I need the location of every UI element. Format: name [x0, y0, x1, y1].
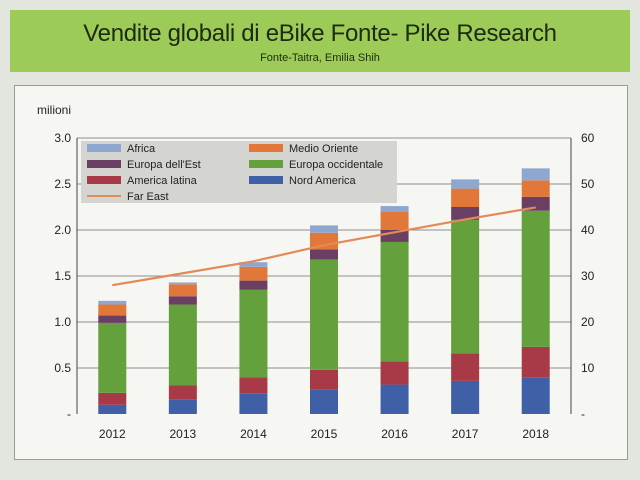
y2-tick-label: - — [581, 407, 585, 421]
stacked-bar-chart: - 0.5 1.0 1.5 2.0 2.5 3.0 - 10 20 30 40 50 60 milioni 2… — [37, 103, 595, 441]
bar-america-latina-2016 — [380, 361, 409, 385]
bar-europa-dell-est-2014 — [239, 280, 268, 290]
bar-europa-occidentale-2015 — [310, 259, 338, 370]
bar-africa-2014 — [239, 262, 268, 267]
y-tick-label: 3.0 — [54, 131, 71, 145]
bar-america-latina-2015 — [310, 369, 338, 390]
bar-america-latina-2017 — [451, 353, 480, 381]
y-tick-label: 2.5 — [54, 177, 71, 191]
far-east-line — [112, 206, 536, 287]
bar-africa-2015 — [310, 225, 338, 233]
bar-africa-2017 — [451, 179, 480, 189]
bar-medio-oriente-2018 — [521, 180, 550, 197]
bar-medio-oriente-2017 — [451, 188, 480, 207]
legend-swatch-medio-oriente — [249, 144, 283, 152]
bar-europa-occidentale-2016 — [380, 241, 409, 362]
y-tick-label: 1.5 — [54, 269, 71, 283]
legend-label-medio-oriente: Medio Oriente — [289, 143, 358, 155]
x-tick-label: 2012 — [99, 427, 126, 441]
bar-nord-america-2014 — [239, 393, 268, 414]
bar-africa-2012 — [98, 300, 127, 305]
bar-europa-dell-est-2018 — [521, 196, 550, 211]
bar-america-latina-2018 — [521, 346, 550, 378]
legend-label-america-latina: America latina — [127, 175, 198, 187]
bar-america-latina-2012 — [98, 392, 127, 405]
bar-america-latina-2013 — [168, 385, 197, 400]
bar-europa-dell-est-2017 — [451, 207, 480, 220]
y-tick-label: 1.0 — [54, 315, 71, 329]
x-tick-label: 2018 — [522, 427, 549, 441]
bar-africa-2016 — [380, 206, 409, 212]
legend: Africa Medio Oriente Europa dell'Est Europa… — [81, 141, 397, 203]
axes: - 0.5 1.0 1.5 2.0 2.5 3.0 - 10 20 30 40 50 60 milioni 2… — [37, 103, 595, 441]
bar-europa-occidentale-2012 — [98, 322, 127, 393]
bars — [98, 168, 550, 414]
bar-nord-america-2012 — [98, 404, 127, 414]
y2-tick-label: 60 — [581, 131, 595, 145]
bar-europa-occidentale-2014 — [239, 289, 268, 378]
bar-europa-dell-est-2013 — [168, 296, 197, 305]
legend-swatch-nord-america — [249, 176, 283, 184]
y-tick-label: 0.5 — [54, 361, 71, 375]
legend-label-africa: Africa — [127, 143, 156, 155]
bar-medio-oriente-2014 — [239, 266, 268, 281]
y2-tick-label: 40 — [581, 223, 595, 237]
y-tick-label: 2.0 — [54, 223, 71, 237]
bar-nord-america-2013 — [168, 399, 197, 414]
bar-medio-oriente-2013 — [168, 284, 197, 297]
bar-africa-2018 — [521, 168, 550, 181]
bar-medio-oriente-2015 — [310, 232, 338, 250]
y-tick-label: - — [67, 407, 71, 421]
legend-label-europa-dell-est: Europa dell'Est — [127, 159, 201, 171]
legend-label-europa-occidentale: Europa occidentale — [289, 159, 383, 171]
chart-panel: - 0.5 1.0 1.5 2.0 2.5 3.0 - 10 20 30 40 50 60 milioni 2… — [14, 85, 628, 460]
title-banner: Vendite globali di eBike Fonte- Pike Res… — [10, 10, 630, 72]
y2-tick-label: 10 — [581, 361, 595, 375]
bar-europa-occidentale-2018 — [521, 210, 550, 347]
line-far-east — [112, 206, 536, 287]
x-tick-label: 2014 — [240, 427, 267, 441]
x-tick-label: 2013 — [170, 427, 197, 441]
y2-tick-label: 30 — [581, 269, 595, 283]
bar-medio-oriente-2016 — [380, 211, 409, 230]
y-axis-label: milioni — [37, 103, 71, 117]
bar-america-latina-2014 — [239, 377, 268, 394]
bar-europa-occidentale-2013 — [168, 304, 197, 386]
bar-nord-america-2017 — [451, 380, 480, 414]
bar-europa-occidentale-2017 — [451, 219, 480, 354]
x-tick-label: 2016 — [381, 427, 408, 441]
legend-swatch-europa-occidentale — [249, 160, 283, 168]
bar-europa-dell-est-2015 — [310, 249, 338, 260]
legend-label-far-east: Far East — [127, 191, 169, 203]
x-tick-label: 2015 — [311, 427, 338, 441]
legend-swatch-africa — [87, 144, 121, 152]
legend-swatch-america-latina — [87, 176, 121, 184]
legend-swatch-europa-dell-est — [87, 160, 121, 168]
y2-tick-label: 50 — [581, 177, 595, 191]
chart-title: Vendite globali di eBike Fonte- Pike Res… — [83, 20, 557, 47]
x-tick-label: 2017 — [452, 427, 479, 441]
bar-medio-oriente-2012 — [98, 304, 127, 316]
y2-tick-label: 20 — [581, 315, 595, 329]
legend-background — [81, 141, 397, 203]
bar-nord-america-2018 — [521, 377, 550, 414]
bar-europa-dell-est-2016 — [380, 230, 409, 242]
bar-europa-dell-est-2012 — [98, 315, 127, 323]
bar-nord-america-2015 — [310, 389, 338, 414]
chart-subtitle: Fonte-Taitra, Emilia Shih — [260, 52, 380, 64]
bar-nord-america-2016 — [380, 384, 409, 414]
bar-africa-2013 — [168, 282, 197, 285]
legend-label-nord-america: Nord America — [289, 175, 357, 187]
